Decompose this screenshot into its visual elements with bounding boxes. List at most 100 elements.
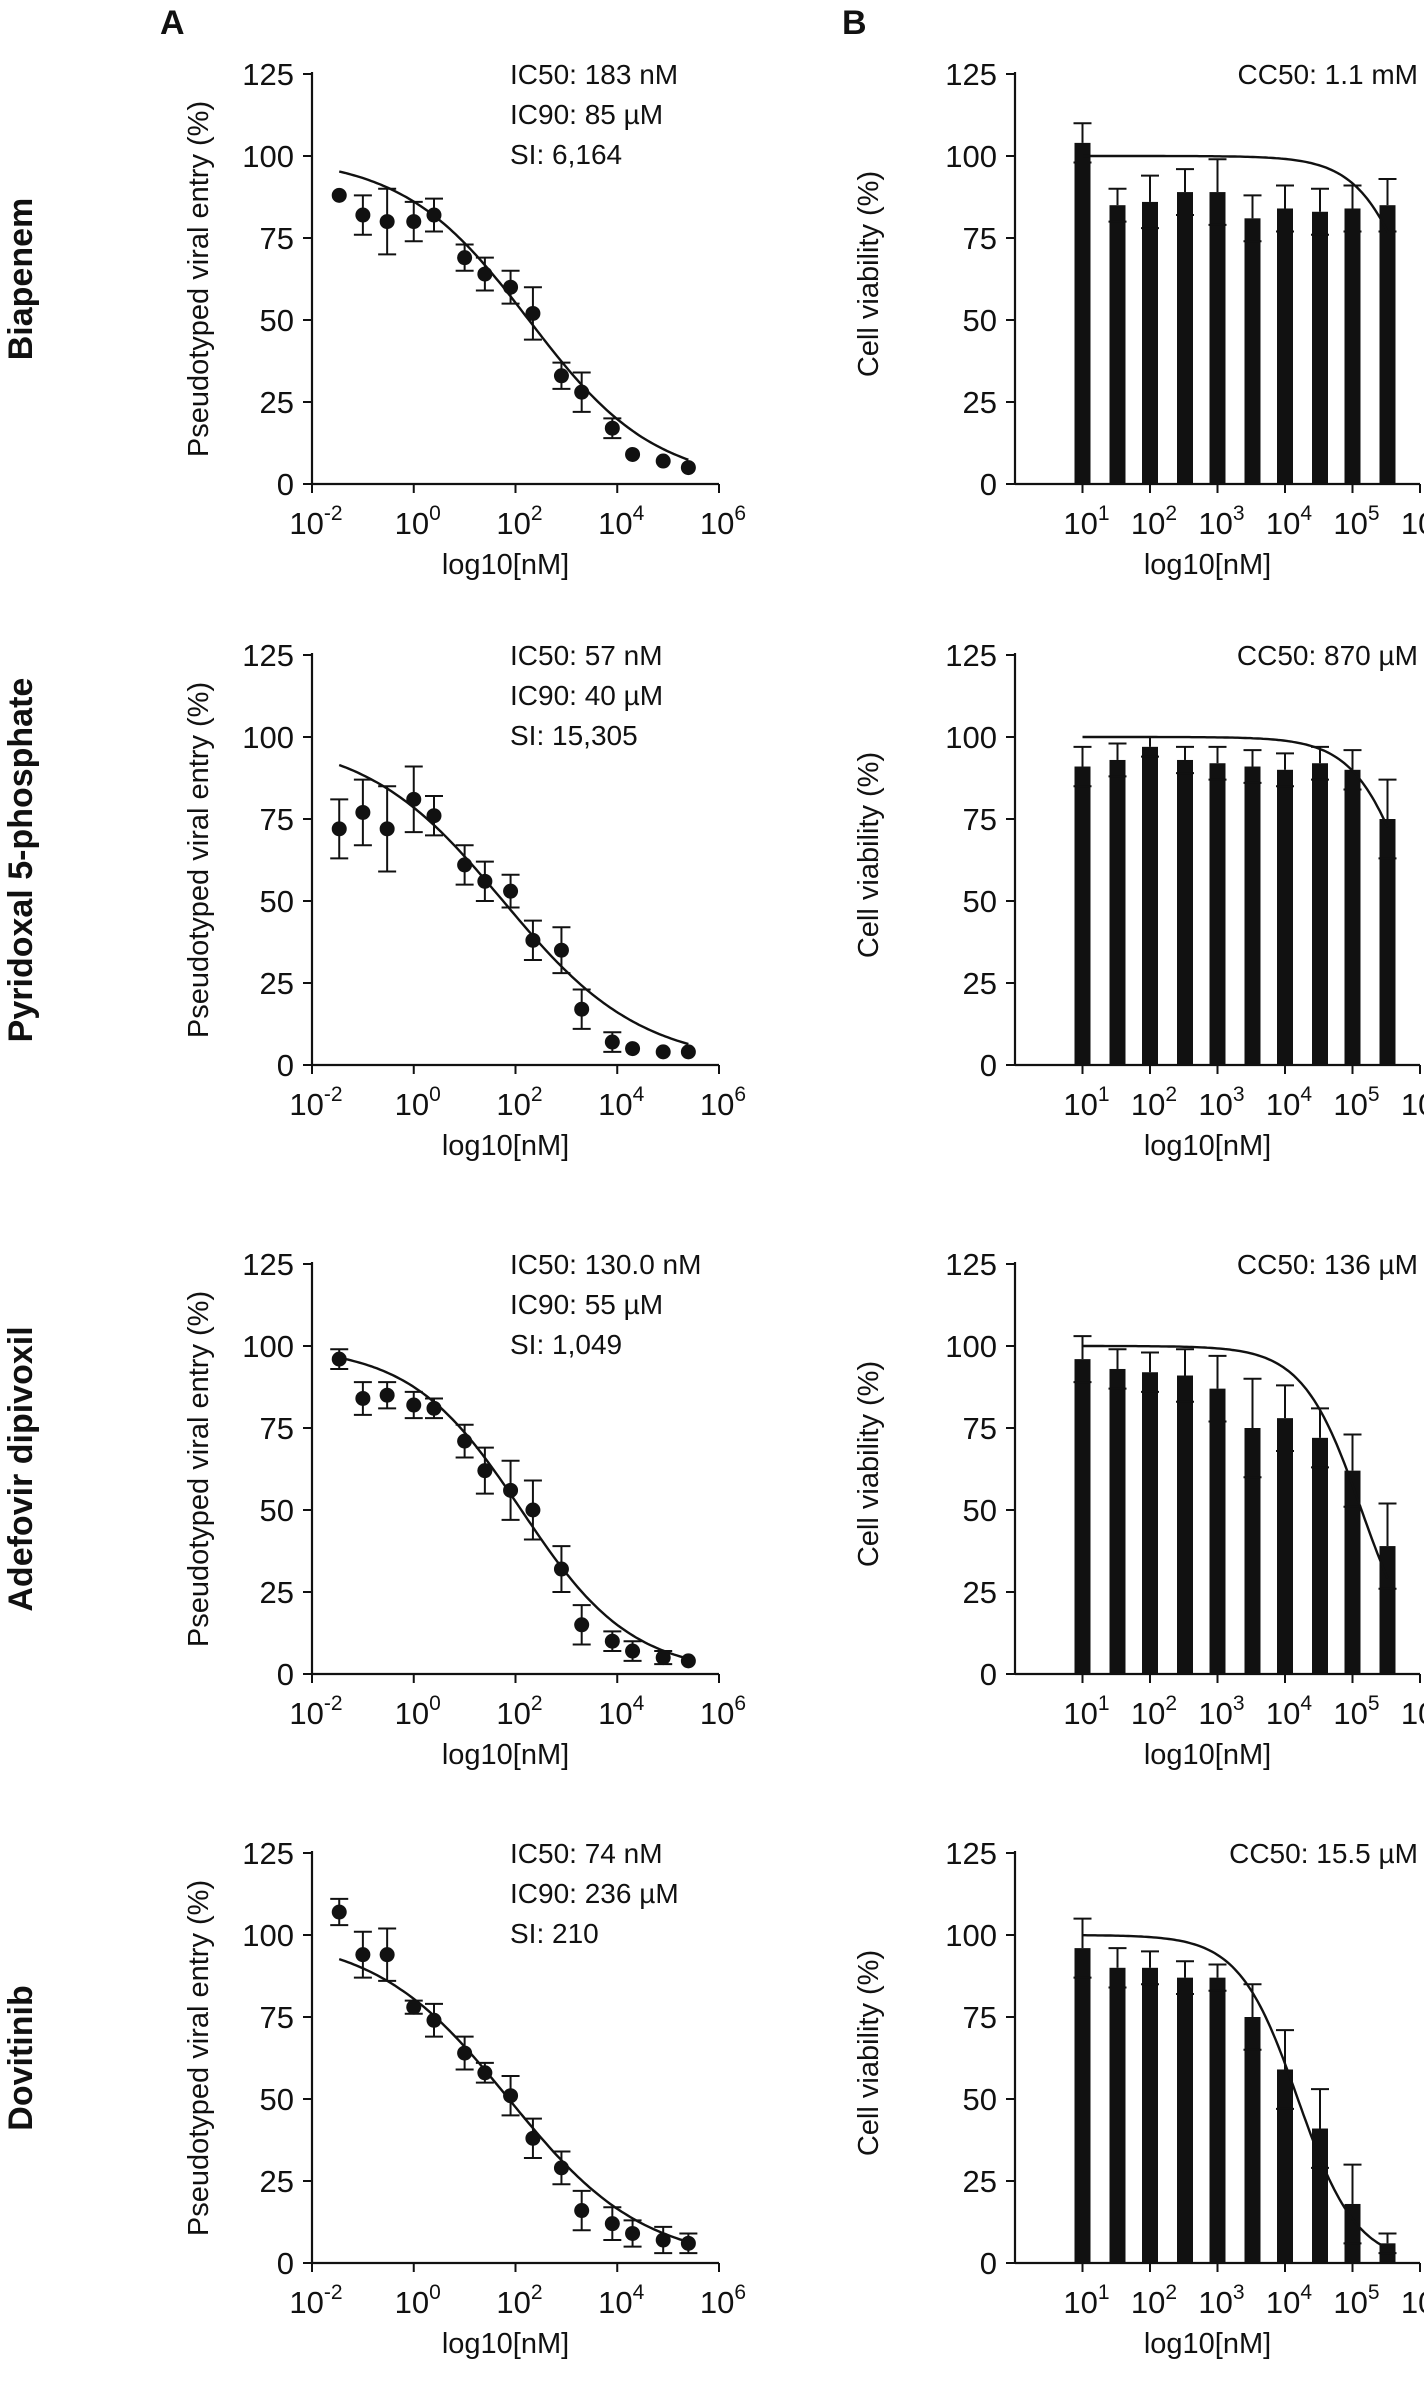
- data-point: [553, 368, 569, 384]
- x-tick-label: 103: [1198, 2281, 1244, 2320]
- annotation-text: IC90: 55 µM: [510, 1289, 663, 1320]
- y-tick-label: 25: [260, 1575, 294, 1610]
- bar: [1142, 746, 1158, 1065]
- x-tick-exponent: 4: [1300, 1692, 1312, 1715]
- x-tick-exponent: 3: [1233, 1083, 1245, 1106]
- bar: [1209, 763, 1226, 1065]
- fit-curve: [1082, 735, 1389, 828]
- bar: [1074, 1359, 1091, 1674]
- x-tick-base: 10: [1333, 1696, 1367, 1731]
- x-axis-label: log10[nM]: [1144, 1739, 1271, 1771]
- data-point: [680, 1044, 696, 1060]
- x-tick-label: 104: [598, 502, 644, 541]
- x-tick-label: 104: [1266, 502, 1312, 541]
- data-point: [355, 1947, 371, 1963]
- y-tick-label: 125: [945, 638, 997, 673]
- x-tick-base: 10: [395, 1696, 429, 1731]
- annotation-text: SI: 210: [510, 1918, 599, 1949]
- bar: [1244, 218, 1261, 484]
- row-label: Dovitinib: [2, 1985, 40, 2130]
- x-tick-exponent: 2: [531, 1692, 543, 1715]
- bar: [1244, 1428, 1261, 1674]
- x-axis-label: log10[nM]: [442, 1739, 569, 1771]
- y-tick-label: 0: [980, 467, 997, 502]
- x-tick-base: 10: [395, 506, 429, 541]
- bar: [1176, 1977, 1193, 2263]
- y-tick-label: 100: [945, 1918, 997, 1953]
- x-tick-label: 106: [1401, 502, 1424, 541]
- y-tick-label: 75: [260, 221, 294, 256]
- y-tick-label: 125: [242, 1247, 294, 1282]
- bar: [1244, 766, 1261, 1065]
- x-tick-base: 10: [289, 506, 323, 541]
- data-point: [503, 2088, 519, 2104]
- bar: [1176, 192, 1193, 484]
- chart-b-2: 0255075100125101102103104105106log10[nM]…: [853, 638, 1424, 1162]
- x-tick-label: 105: [1333, 1692, 1379, 1731]
- x-tick-base: 10: [1131, 506, 1165, 541]
- x-tick-exponent: 6: [734, 2281, 746, 2304]
- x-tick-exponent: 1: [1098, 2281, 1110, 2304]
- x-tick-label: 103: [1198, 1083, 1244, 1122]
- data-point: [331, 1904, 347, 1920]
- x-tick-base: 10: [1401, 506, 1424, 541]
- x-tick-base: 10: [598, 2285, 632, 2320]
- x-tick-label: 100: [395, 1083, 441, 1122]
- bar: [1209, 1388, 1226, 1674]
- y-tick-label: 125: [242, 57, 294, 92]
- x-axis-label: log10[nM]: [442, 549, 569, 581]
- data-point: [625, 2225, 641, 2241]
- data-point: [574, 2203, 590, 2219]
- data-point: [604, 2216, 620, 2232]
- y-tick-label: 0: [277, 1657, 294, 1692]
- x-tick-label: 102: [496, 1692, 542, 1731]
- annotation-text: IC50: 183 nM: [510, 59, 678, 90]
- data-point: [525, 932, 541, 948]
- bar: [1277, 1418, 1293, 1674]
- x-tick-label: 102: [496, 502, 542, 541]
- data-point: [574, 384, 590, 400]
- y-tick-label: 50: [260, 884, 294, 919]
- y-tick-label: 75: [260, 802, 294, 837]
- x-tick-base: 10: [496, 1087, 530, 1122]
- x-tick-exponent: 6: [734, 1692, 746, 1715]
- x-tick-base: 10: [1333, 506, 1367, 541]
- x-tick-exponent: 4: [633, 2281, 645, 2304]
- x-tick-exponent: 2: [531, 1083, 543, 1106]
- chart-b-4: 0255075100125101102103104105106log10[nM]…: [853, 1836, 1424, 2360]
- x-tick-exponent: 2: [531, 2281, 543, 2304]
- data-point: [379, 214, 395, 230]
- data-point: [406, 214, 422, 230]
- data-point: [553, 942, 569, 958]
- x-tick-label: 100: [395, 2281, 441, 2320]
- data-point: [379, 821, 395, 837]
- fit-curve: [338, 1356, 689, 1660]
- x-tick-exponent: 5: [1368, 502, 1380, 525]
- x-tick-label: 102: [496, 1083, 542, 1122]
- x-tick-exponent: 2: [1165, 1083, 1177, 1106]
- y-axis-label: Pseudotyped viral entry (%): [183, 1880, 215, 2236]
- x-tick-base: 10: [496, 506, 530, 541]
- x-tick-label: 102: [1131, 1083, 1177, 1122]
- x-tick-exponent: 0: [429, 1083, 441, 1106]
- data-point: [604, 420, 620, 436]
- x-tick-exponent: 1: [1098, 1692, 1110, 1715]
- data-point: [331, 821, 347, 837]
- x-tick-base: 10: [1198, 506, 1232, 541]
- x-axis-label: log10[nM]: [1144, 1130, 1271, 1162]
- data-point: [355, 207, 371, 223]
- annotation-text: CC50: 1.1 mM: [1238, 59, 1419, 90]
- bar: [1109, 759, 1126, 1065]
- data-point: [625, 446, 641, 462]
- data-point: [625, 1041, 641, 1057]
- bar: [1074, 766, 1091, 1065]
- data-point: [457, 250, 473, 266]
- y-tick-label: 125: [242, 638, 294, 673]
- data-point: [503, 883, 519, 899]
- bar: [1344, 1470, 1361, 1674]
- y-tick-label: 50: [963, 1493, 997, 1528]
- x-tick-exponent: 3: [1233, 2281, 1245, 2304]
- annotation-text: CC50: 870 µM: [1237, 640, 1418, 671]
- data-point: [604, 1633, 620, 1649]
